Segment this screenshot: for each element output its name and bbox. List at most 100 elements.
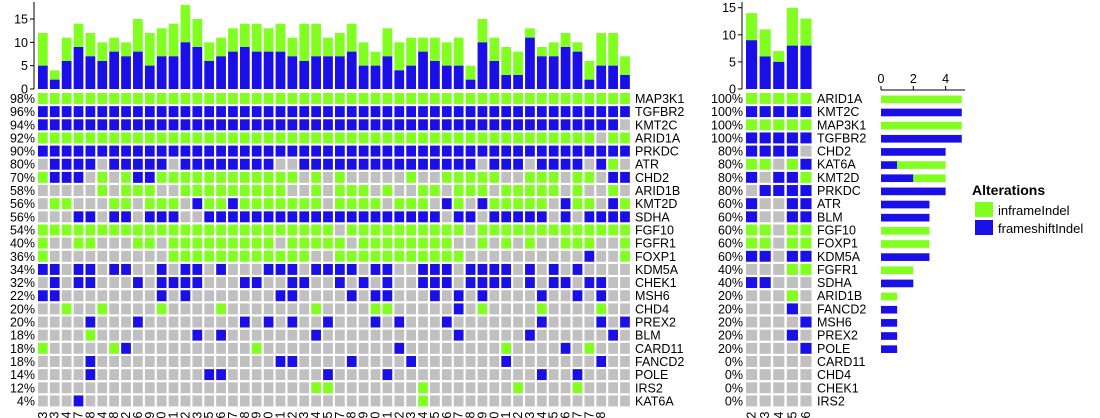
main-cell (299, 329, 310, 341)
main-pct-label: 94% (10, 118, 35, 132)
main-cell (335, 211, 345, 223)
main-cell (536, 198, 547, 210)
main-cell (560, 132, 571, 144)
main-cell (346, 171, 357, 183)
main-cell (418, 171, 428, 183)
main-cell (489, 132, 500, 144)
main-cell (394, 158, 405, 170)
main-bar-inframe (73, 23, 84, 47)
main-cell (477, 395, 488, 407)
side-cell (759, 303, 771, 315)
main-bar-inframe (263, 28, 274, 52)
main-cell (489, 93, 500, 104)
main-cell (156, 119, 167, 131)
main-gene-label: POLE (635, 368, 668, 382)
main-cell (453, 316, 464, 328)
main-cell (192, 93, 203, 104)
main-cell (465, 277, 476, 289)
main-cell (406, 198, 417, 210)
main-cell (121, 106, 131, 118)
main-cell (465, 329, 476, 341)
main-cell (180, 93, 191, 104)
main-cell (453, 290, 464, 302)
main-cell (133, 395, 143, 407)
main-cell (536, 263, 547, 275)
main-cell (61, 316, 72, 328)
main-cell (109, 263, 120, 275)
main-cell (251, 106, 262, 118)
main-cell (536, 316, 547, 328)
main-cell (251, 290, 262, 302)
main-cell (548, 277, 559, 289)
main-cell (228, 277, 238, 289)
main-cell (525, 93, 535, 104)
side-bar-inframe (746, 13, 758, 41)
main-cell (525, 329, 535, 341)
main-pct-label: 32% (10, 276, 35, 290)
main-cell (477, 316, 488, 328)
side-cell (773, 277, 785, 289)
side-cell (786, 395, 798, 407)
main-cell (38, 382, 48, 394)
count-bar-frameshift (881, 213, 930, 222)
main-gene-label: FANCD2 (635, 355, 684, 369)
main-cell (596, 369, 607, 381)
main-bar-frameshift (441, 65, 452, 89)
main-cell (477, 198, 488, 210)
main-cell (430, 263, 440, 275)
main-cell (525, 356, 535, 367)
main-cell (97, 198, 108, 210)
main-cell (382, 132, 393, 144)
main-cell (418, 382, 428, 394)
main-cell (263, 369, 274, 381)
main-cell (477, 237, 488, 249)
main-cell (346, 342, 357, 354)
main-cell (180, 303, 191, 315)
main-bar-frameshift (144, 65, 155, 89)
main-cell (465, 132, 476, 144)
main-cell (275, 369, 286, 381)
main-cell (275, 106, 286, 118)
main-cell (536, 329, 547, 341)
main-cell (501, 158, 512, 170)
main-pct-label: 58% (10, 184, 35, 198)
main-cell (251, 145, 262, 157)
main-cell (536, 382, 547, 394)
main-cell (453, 211, 464, 223)
side-gene-label: POLE (817, 342, 850, 356)
main-bar-frameshift (548, 56, 559, 89)
main-cell (572, 316, 583, 328)
main-cell (370, 237, 381, 249)
main-sample-label: 48 (238, 412, 252, 418)
main-cell (85, 224, 96, 236)
main-cell (620, 316, 630, 328)
main-cell (133, 106, 143, 118)
main-cell (358, 369, 369, 381)
main-cell (346, 316, 357, 328)
main-cell (168, 93, 179, 104)
main-bar-frameshift (85, 56, 96, 89)
main-cell (394, 145, 405, 157)
main-cell (465, 369, 476, 381)
main-cell (430, 93, 440, 104)
main-cell (560, 250, 571, 262)
main-cell (536, 369, 547, 381)
main-cell (501, 211, 512, 223)
main-cell (49, 303, 60, 315)
main-cell (239, 342, 250, 354)
main-cell (275, 185, 286, 196)
main-cell (49, 211, 60, 223)
main-sample-label: 10 (369, 412, 383, 418)
main-cell (204, 237, 215, 249)
main-cell (299, 290, 310, 302)
main-cell (204, 224, 215, 236)
main-cell (109, 158, 120, 170)
main-pct-label: 22% (10, 289, 35, 303)
side-cell (786, 250, 798, 262)
side-cell (759, 224, 771, 236)
main-pct-label: 40% (10, 237, 35, 251)
side-cell (800, 145, 812, 157)
side-pct-label: 20% (718, 316, 743, 330)
main-cell (536, 106, 547, 118)
main-cell (513, 382, 523, 394)
